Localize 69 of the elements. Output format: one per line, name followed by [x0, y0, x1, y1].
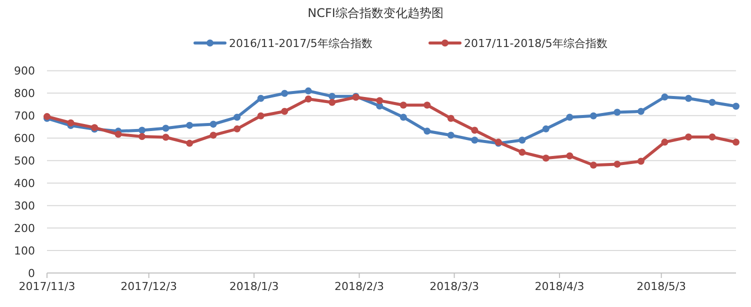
point [328, 98, 336, 106]
point [138, 126, 146, 134]
point [471, 126, 478, 134]
point [614, 108, 621, 116]
point [732, 138, 740, 146]
point [614, 160, 621, 168]
legend-label: 2017/11-2018/5年综合指数 [464, 37, 608, 50]
legend-label: 2016/11-2017/5年综合指数 [229, 37, 372, 50]
point [471, 136, 478, 144]
x-tick-label: 2017/12/3 [120, 280, 178, 293]
point [424, 128, 431, 135]
point [590, 162, 597, 169]
point [257, 94, 264, 102]
point [304, 96, 312, 103]
point [684, 94, 692, 102]
x-tick-label: 2017/11/3 [18, 280, 76, 293]
point [304, 87, 312, 94]
point [447, 114, 454, 122]
point [708, 134, 716, 141]
point [400, 114, 407, 121]
point [637, 108, 644, 115]
point [708, 98, 716, 106]
point [281, 108, 288, 115]
y-tick-label: 700 [14, 110, 35, 123]
point [518, 136, 526, 144]
point [590, 112, 597, 120]
x-tick-label: 2018/3/3 [430, 280, 479, 293]
point [186, 140, 194, 147]
point [186, 122, 194, 129]
point [162, 124, 170, 132]
point [542, 154, 550, 162]
point [566, 152, 574, 160]
point [566, 114, 574, 121]
point [67, 119, 74, 126]
y-tick-label: 500 [14, 154, 35, 168]
point [732, 102, 740, 110]
point [376, 97, 384, 104]
x-tick-label: 2018/5/3 [636, 280, 686, 293]
x-tick-label: 2018/4/3 [534, 280, 584, 293]
point [234, 114, 241, 121]
point [210, 132, 217, 139]
x-tick-label: 2018/2/3 [334, 280, 384, 293]
y-tick-label: 600 [14, 132, 35, 146]
y-tick-label: 100 [14, 244, 35, 258]
chart-title: NCFI综合指数变化趋势图 [308, 6, 444, 20]
point [210, 120, 217, 128]
point [684, 134, 692, 141]
y-tick-label: 0 [28, 267, 35, 280]
point [424, 102, 431, 109]
point [328, 92, 336, 100]
y-tick-label: 300 [14, 200, 35, 213]
point [257, 112, 264, 120]
point [518, 148, 526, 156]
point [447, 132, 454, 139]
y-tick-label: 400 [14, 177, 35, 190]
point [400, 102, 407, 109]
point [661, 94, 668, 100]
point [281, 90, 288, 97]
y-tick-label: 800 [14, 87, 35, 100]
point [661, 138, 668, 146]
point [138, 133, 146, 140]
point [162, 134, 170, 141]
point [542, 125, 550, 132]
y-tick-label: 200 [14, 222, 35, 236]
y-tick-label: 900 [14, 64, 35, 78]
point [637, 158, 644, 165]
x-tick-label: 2018/1/3 [229, 280, 279, 293]
point [234, 125, 241, 132]
point [114, 130, 122, 138]
